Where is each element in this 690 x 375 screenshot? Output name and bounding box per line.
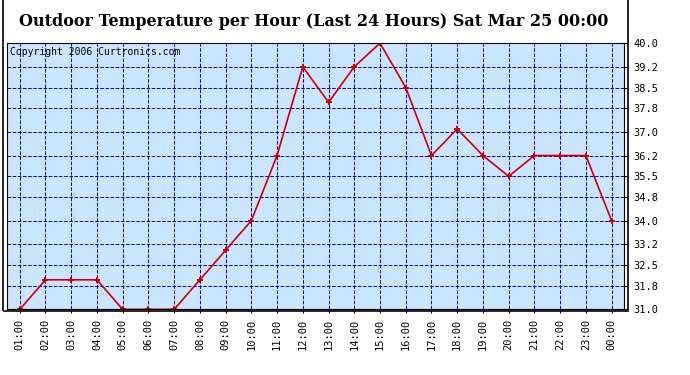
- Text: Copyright 2006 Curtronics.com: Copyright 2006 Curtronics.com: [10, 47, 180, 57]
- Text: Outdoor Temperature per Hour (Last 24 Hours) Sat Mar 25 00:00: Outdoor Temperature per Hour (Last 24 Ho…: [19, 13, 609, 30]
